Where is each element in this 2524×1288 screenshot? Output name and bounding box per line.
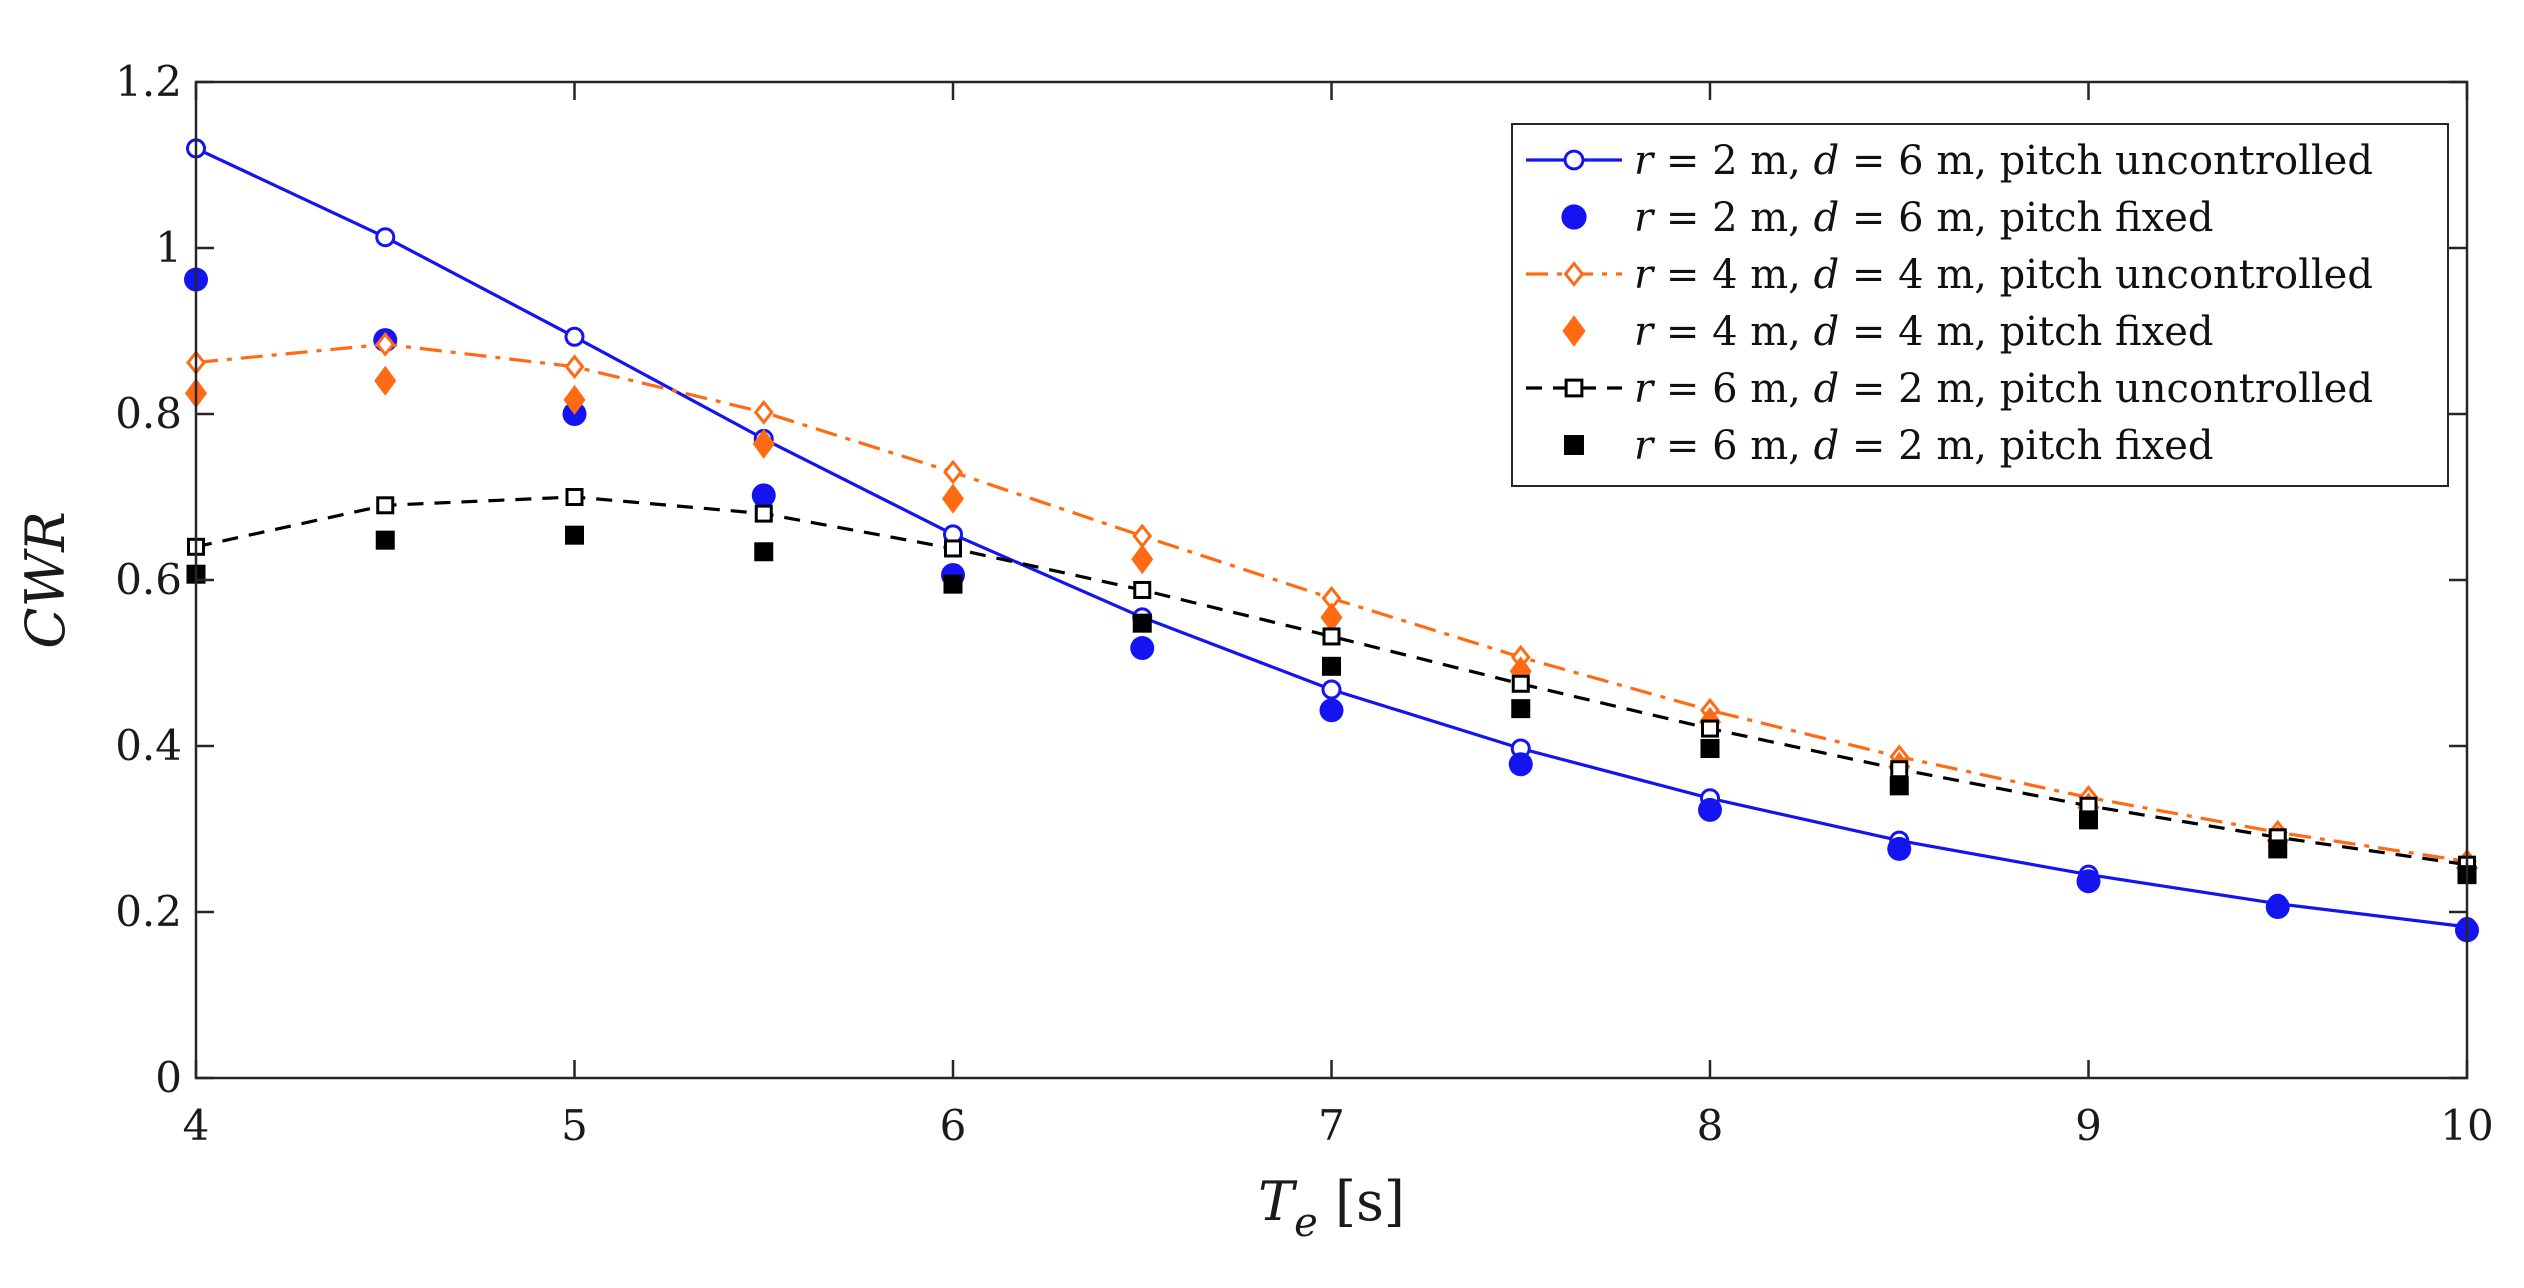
data-point xyxy=(943,574,963,594)
data-point xyxy=(1508,752,1533,777)
x-tick-label: 9 xyxy=(2075,1101,2102,1150)
data-point xyxy=(754,542,774,562)
y-tick-label: 1.2 xyxy=(115,57,182,106)
legend-marker xyxy=(1561,204,1587,230)
data-point xyxy=(1320,602,1343,633)
data-point xyxy=(1319,698,1344,723)
x-tick-label: 7 xyxy=(1318,1101,1345,1150)
legend-marker xyxy=(1563,261,1585,287)
legend-item: r = 6 m, d = 2 m, pitch uncontrolled xyxy=(1526,366,2373,412)
axes: 0 0.2 0.4 0.6 0.8 1 1.2 4 5 6 7 8 9 10 CWR Te [s] xyxy=(14,57,2494,1246)
legend-label: r = 6 m, d = 2 m, pitch fixed xyxy=(1634,423,2214,469)
data-point xyxy=(376,496,395,515)
data-point xyxy=(565,525,584,545)
data-point xyxy=(2268,839,2288,859)
series-5 xyxy=(187,488,2476,874)
y-tick-label: 0.2 xyxy=(115,887,182,936)
data-point xyxy=(564,326,585,347)
data-point xyxy=(1698,797,1722,822)
legend-item: r = 2 m, d = 6 m, pitch fixed xyxy=(1561,195,2214,241)
x-tick-label: 4 xyxy=(183,1101,210,1150)
data-point xyxy=(2079,810,2098,830)
data-point xyxy=(2265,895,2290,920)
data-point xyxy=(1133,580,1152,599)
x-tick-label: 6 xyxy=(940,1101,967,1150)
data-point xyxy=(1887,836,1912,861)
y-tick-label: 0.8 xyxy=(115,389,182,438)
data-point xyxy=(1322,656,1341,676)
legend-label: r = 2 m, d = 6 m, pitch uncontrolled xyxy=(1634,138,2373,184)
data-point xyxy=(942,483,964,514)
data-point xyxy=(375,530,395,550)
data-point xyxy=(751,483,776,508)
y-tick-label: 0.6 xyxy=(115,555,182,604)
data-point xyxy=(2076,869,2101,894)
data-point xyxy=(1321,679,1342,700)
y-axis-title: CWR xyxy=(14,511,77,648)
data-point xyxy=(1700,738,1720,758)
legend-box xyxy=(1511,123,2449,487)
data-point xyxy=(1131,544,1154,575)
data-point xyxy=(754,504,773,523)
legend-label: r = 4 m, d = 4 m, pitch fixed xyxy=(1634,309,2214,355)
legend-item: r = 4 m, d = 4 m, pitch fixed xyxy=(1562,309,2214,355)
data-point xyxy=(1889,776,1909,796)
data-point xyxy=(1511,674,1530,693)
data-point xyxy=(565,488,584,506)
y-tick-label: 1 xyxy=(155,223,182,272)
data-point xyxy=(944,539,962,558)
data-point xyxy=(564,354,585,380)
data-point xyxy=(563,384,586,415)
legend-label: r = 4 m, d = 4 m, pitch uncontrolled xyxy=(1634,252,2373,298)
data-point xyxy=(1132,613,1152,633)
legend-item: r = 6 m, d = 2 m, pitch fixed xyxy=(1564,423,2214,469)
data-point xyxy=(753,399,774,425)
data-point xyxy=(943,459,963,485)
y-tick-label: 0 xyxy=(155,1053,182,1102)
data-point xyxy=(375,331,396,357)
y-tick-label: 0.4 xyxy=(115,721,182,770)
legend-label: r = 2 m, d = 6 m, pitch fixed xyxy=(1634,195,2214,241)
x-tick-label: 5 xyxy=(561,1101,588,1150)
data-point xyxy=(1701,719,1719,738)
x-tick-label: 10 xyxy=(2440,1101,2493,1150)
x-tick-label: 8 xyxy=(1697,1101,1724,1150)
legend-marker xyxy=(1562,315,1586,347)
data-point xyxy=(1511,699,1531,719)
legend: r = 2 m, d = 6 m, pitch uncontrolled r = … xyxy=(1511,123,2449,487)
plot-area xyxy=(184,138,2479,943)
data-point xyxy=(1130,636,1155,661)
data-point xyxy=(1890,760,1909,779)
data-point xyxy=(752,428,775,459)
legend-marker xyxy=(1564,378,1584,398)
data-point xyxy=(374,365,397,396)
x-axis-title: Te [s] xyxy=(1258,1170,1405,1246)
legend-label: r = 6 m, d = 2 m, pitch uncontrolled xyxy=(1634,366,2373,412)
data-point xyxy=(1322,627,1341,646)
data-point xyxy=(375,227,396,248)
legend-item: r = 2 m, d = 6 m, pitch uncontrolled xyxy=(1526,138,2373,184)
legend-marker xyxy=(1564,435,1584,455)
legend-marker xyxy=(1563,149,1585,171)
legend-item: r = 4 m, d = 4 m, pitch uncontrolled xyxy=(1526,252,2373,298)
